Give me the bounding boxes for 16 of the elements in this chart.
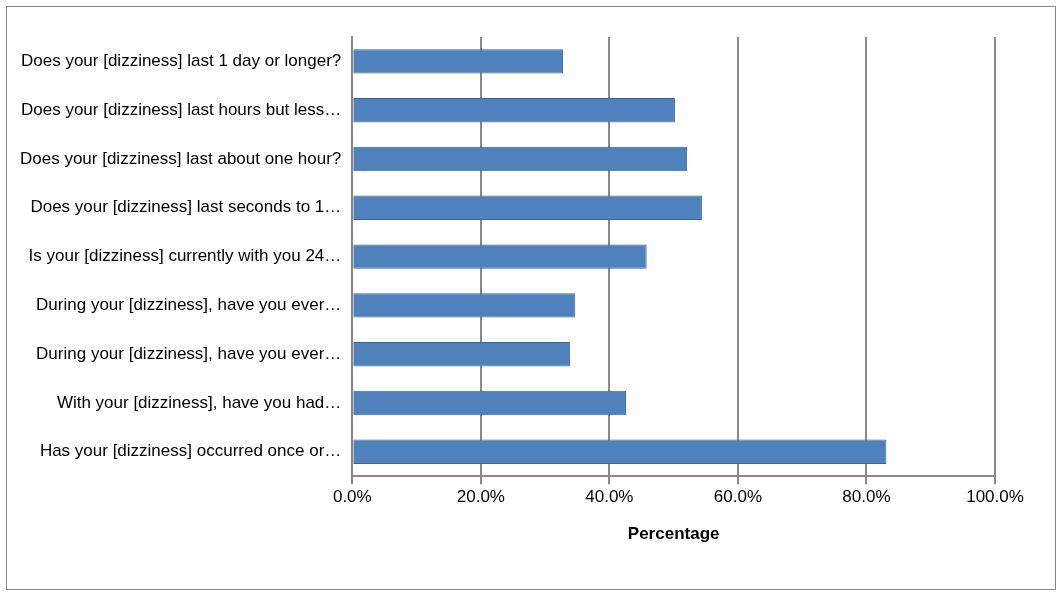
y-tick-label: With your [dizziness], have you had… [56, 392, 342, 412]
y-tick-label: Does your [dizziness] last hours but less… [20, 99, 342, 119]
y-tick-label: Does your [dizziness] last seconds to 1… [30, 197, 342, 217]
x-tick-label: 40.0% [585, 487, 634, 507]
x-tick-label: 80.0% [842, 487, 891, 507]
x-tick-label: 100.0% [966, 487, 1024, 507]
x-axis-title: Percentage [627, 524, 720, 544]
y-tick-label: During your [dizziness], have you ever… [36, 295, 342, 315]
y-tick-label: Is your [dizziness] currently with you 24… [28, 246, 342, 266]
x-tick-label: 60.0% [713, 487, 763, 507]
y-tick-label: Has your [dizziness] occurred once or… [39, 441, 342, 461]
y-tick-label: During your [dizziness], have you ever… [36, 343, 342, 363]
x-tick-label: 0.0% [332, 487, 372, 507]
y-tick-label: Does your [dizziness] last 1 day or longer? [20, 51, 342, 71]
x-tick-label: 20.0% [456, 487, 505, 507]
y-tick-label: Does your [dizziness] last about one hour? [19, 148, 342, 168]
